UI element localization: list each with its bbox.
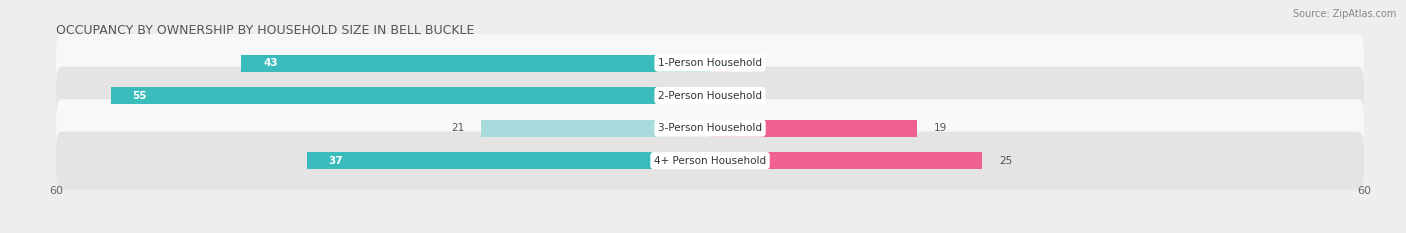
Text: 25: 25 <box>998 156 1012 166</box>
FancyBboxPatch shape <box>56 132 1364 189</box>
Bar <box>710 152 983 169</box>
Bar <box>307 152 710 169</box>
Text: 2: 2 <box>748 58 755 68</box>
Bar <box>710 55 731 72</box>
Text: OCCUPANCY BY OWNERSHIP BY HOUSEHOLD SIZE IN BELL BUCKLE: OCCUPANCY BY OWNERSHIP BY HOUSEHOLD SIZE… <box>56 24 475 37</box>
FancyBboxPatch shape <box>56 99 1364 157</box>
Bar <box>481 120 710 137</box>
Bar <box>242 55 710 72</box>
Bar <box>710 120 917 137</box>
Text: 21: 21 <box>451 123 465 133</box>
Text: 55: 55 <box>132 91 148 101</box>
Text: Source: ZipAtlas.com: Source: ZipAtlas.com <box>1292 9 1396 19</box>
Text: 3-Person Household: 3-Person Household <box>658 123 762 133</box>
FancyBboxPatch shape <box>56 67 1364 124</box>
Text: 1-Person Household: 1-Person Household <box>658 58 762 68</box>
Text: 19: 19 <box>934 123 946 133</box>
FancyBboxPatch shape <box>56 34 1364 92</box>
Text: 37: 37 <box>329 156 343 166</box>
Text: 43: 43 <box>263 58 278 68</box>
Bar <box>111 87 710 104</box>
Text: 4+ Person Household: 4+ Person Household <box>654 156 766 166</box>
Text: 2-Person Household: 2-Person Household <box>658 91 762 101</box>
Text: 0: 0 <box>727 91 733 101</box>
